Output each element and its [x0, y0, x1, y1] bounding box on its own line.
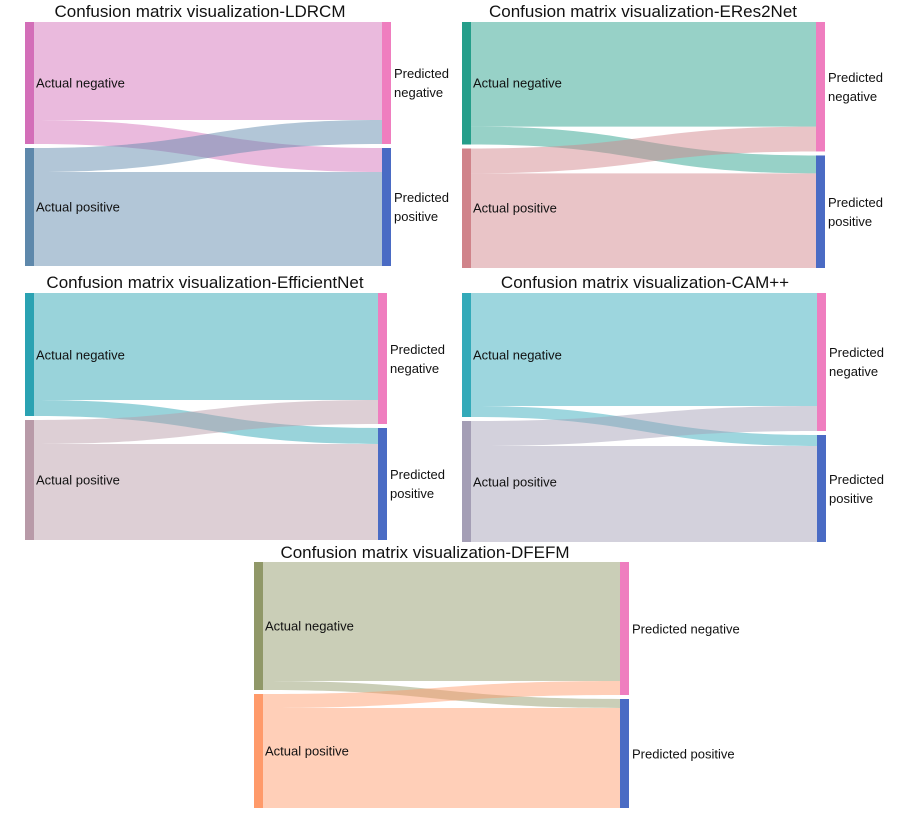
- label-actual-positive: Actual positive: [36, 199, 120, 215]
- chart-title: Confusion matrix visualization-LDRCM: [54, 2, 346, 21]
- flow-true-negative: [263, 562, 620, 681]
- label-actual-negative: Actual negative: [473, 347, 562, 363]
- sankey-panel: [25, 22, 391, 266]
- sankey-panel: [462, 22, 825, 268]
- node-actual-positive: [462, 421, 471, 542]
- label-predicted-negative: Predicted negative: [390, 341, 445, 376]
- node-actual-positive: [462, 148, 471, 268]
- node-actual-negative: [25, 293, 34, 416]
- node-predicted-positive: [382, 148, 391, 266]
- flow-false-positive: [263, 681, 620, 708]
- node-predicted-positive: [620, 699, 629, 808]
- label-predicted-negative: Predicted negative: [828, 69, 883, 104]
- flow-true-negative: [471, 293, 817, 406]
- node-predicted-negative: [816, 22, 825, 152]
- chart-title: Confusion matrix visualization-ERes2Net: [488, 2, 798, 21]
- flow-false-negative: [34, 120, 382, 172]
- label-predicted-negative: Predicted negative: [394, 66, 449, 100]
- node-predicted-positive: [378, 428, 387, 540]
- node-predicted-positive: [816, 155, 825, 268]
- label-predicted-positive: Predicted positive: [390, 467, 445, 501]
- label-predicted-negative: Predicted negative: [829, 345, 884, 379]
- flow-false-negative: [34, 400, 378, 444]
- flow-true-positive: [471, 446, 817, 542]
- label-actual-positive: Actual positive: [473, 200, 557, 216]
- flow-true-negative: [34, 22, 382, 120]
- label-predicted-positive: Predicted positive: [828, 194, 883, 229]
- node-predicted-negative: [382, 22, 391, 144]
- sankey-panel: [462, 293, 826, 542]
- label-predicted-positive: Predicted positive: [394, 190, 449, 224]
- flow-true-positive: [471, 173, 816, 268]
- node-actual-negative: [25, 22, 34, 144]
- label-actual-negative: Actual negative: [36, 347, 125, 362]
- node-actual-positive: [25, 420, 34, 540]
- label-actual-positive: Actual positive: [473, 474, 557, 489]
- flow-false-negative: [471, 126, 816, 174]
- flow-true-negative: [471, 22, 816, 127]
- node-predicted-positive: [817, 435, 826, 542]
- flow-true-positive: [263, 708, 620, 808]
- node-actual-negative: [462, 293, 471, 417]
- flow-true-positive: [34, 172, 382, 266]
- sankey-panel: [25, 293, 387, 540]
- sankey-panel: [254, 562, 629, 808]
- node-actual-negative: [254, 562, 263, 690]
- node-predicted-negative: [620, 562, 629, 695]
- label-actual-negative: Actual negative: [473, 75, 562, 91]
- flow-false-negative: [263, 681, 620, 708]
- label-actual-negative: Actual negative: [265, 618, 354, 634]
- label-actual-positive: Actual positive: [36, 472, 120, 488]
- label-actual-negative: Actual negative: [36, 75, 125, 91]
- label-actual-positive: Actual positive: [265, 743, 349, 759]
- flow-true-negative: [34, 293, 378, 400]
- node-predicted-negative: [378, 293, 387, 424]
- label-predicted-negative: Predicted negative: [632, 621, 740, 636]
- flow-false-positive: [34, 400, 378, 444]
- node-actual-negative: [462, 22, 471, 145]
- chart-title: Confusion matrix visualization-CAM++: [500, 273, 790, 292]
- chart-title: Confusion matrix visualization-DFEFM: [280, 543, 570, 562]
- chart-title: Confusion matrix visualization-Efficient…: [46, 273, 364, 292]
- node-predicted-negative: [817, 293, 826, 431]
- label-predicted-positive: Predicted positive: [829, 471, 884, 506]
- node-actual-positive: [25, 148, 34, 266]
- flow-true-positive: [34, 444, 378, 540]
- flow-false-negative: [471, 406, 817, 446]
- node-actual-positive: [254, 694, 263, 808]
- flow-false-positive: [471, 126, 816, 174]
- label-predicted-positive: Predicted positive: [632, 746, 735, 761]
- flow-false-positive: [34, 120, 382, 172]
- flow-false-positive: [471, 406, 817, 446]
